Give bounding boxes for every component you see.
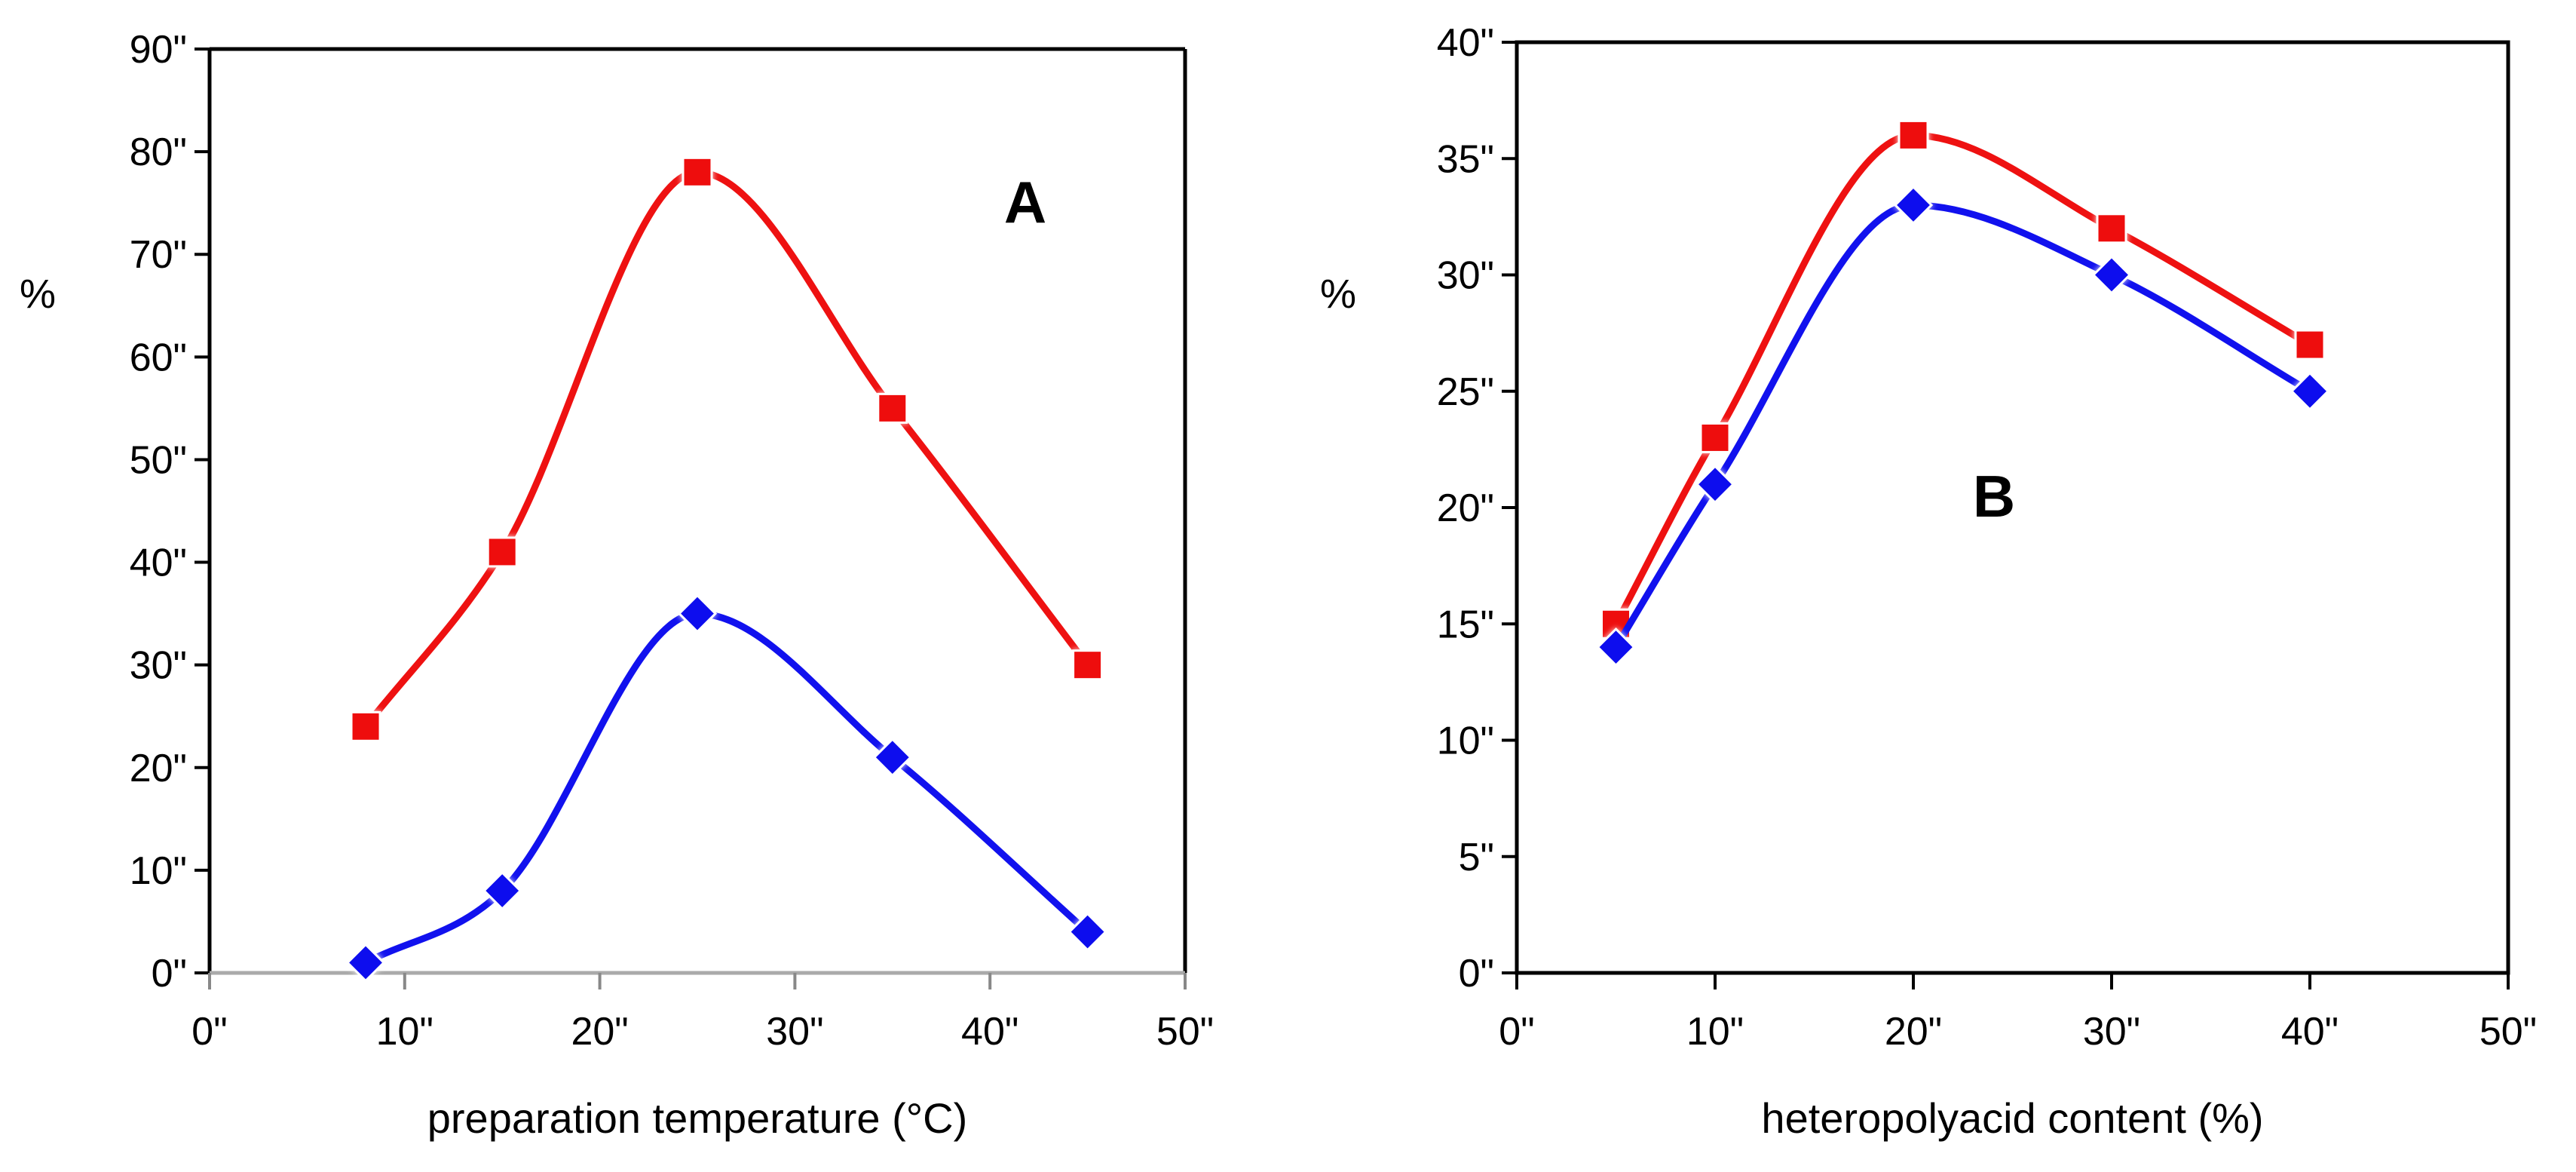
y-tick-label: 30"	[1437, 254, 1494, 298]
y-tick-label: 80"	[130, 130, 187, 174]
data-point-diamond	[2290, 371, 2330, 411]
data-point-diamond	[482, 870, 522, 911]
y-tick-label: 10"	[1437, 719, 1494, 763]
y-tick-label: 25"	[1437, 370, 1494, 414]
x-tick-label: 10"	[376, 1010, 433, 1054]
y-tick-label: 0"	[1459, 952, 1494, 996]
data-point-square	[350, 710, 381, 742]
y-tick-label: 20"	[1437, 486, 1494, 530]
series-red-squares	[1600, 119, 2326, 640]
data-point-diamond	[872, 738, 912, 778]
chart-panel-b: 0" 5" 10" 15" 20" 25" 30" 35" 40" 0" 10" 20" 30" 40" 5…	[1320, 21, 2537, 1142]
data-point-square	[682, 156, 713, 188]
data-point-square	[1898, 119, 1929, 151]
x-tick-label: 40"	[2281, 1010, 2339, 1054]
x-tick-label: 30"	[766, 1010, 823, 1054]
panel-label: B	[1973, 463, 2015, 529]
series-red-squares	[350, 156, 1104, 742]
data-point-diamond	[2091, 255, 2132, 295]
data-point-square	[1072, 649, 1104, 681]
data-point-square	[2096, 213, 2127, 244]
data-point-diamond	[1893, 185, 1934, 226]
x-tick-label: 0"	[191, 1010, 227, 1054]
x-tick-label: 50"	[1156, 1010, 1214, 1054]
x-axis-title: heteropolyacid content (%)	[1761, 1094, 2263, 1142]
y-tick-label: 10"	[130, 849, 187, 893]
x-tick-label: 10"	[1686, 1010, 1744, 1054]
y-tick-label: 5"	[1459, 836, 1494, 879]
y-tick-label: 40"	[1437, 21, 1494, 65]
x-tick-label: 20"	[571, 1010, 628, 1054]
y-tick-label: 15"	[1437, 603, 1494, 646]
series-blue-diamonds	[345, 594, 1107, 983]
x-axis-title: preparation temperature (°C)	[427, 1094, 968, 1142]
x-tick-label: 0"	[1499, 1010, 1534, 1054]
data-point-square	[1699, 422, 1731, 453]
data-point-square	[877, 392, 908, 424]
panel-label: A	[1004, 169, 1046, 235]
y-tick-label: 20"	[130, 747, 187, 790]
series-line	[362, 168, 1092, 730]
series-line	[362, 610, 1092, 966]
x-tick-label: 50"	[2480, 1010, 2537, 1054]
y-tick-label: 40"	[130, 542, 187, 585]
y-axis-title: %	[1320, 272, 1356, 317]
y-tick-label: 30"	[130, 644, 187, 688]
data-point-square	[2294, 329, 2326, 360]
data-point-diamond	[1067, 912, 1107, 952]
x-tick-label: 30"	[2083, 1010, 2140, 1054]
y-tick-label: 90"	[130, 28, 187, 72]
y-tick-label: 0"	[152, 952, 187, 996]
y-tick-label: 70"	[130, 233, 187, 277]
data-point-diamond	[1596, 627, 1636, 667]
y-tick-label: 50"	[130, 438, 187, 482]
data-point-square	[486, 536, 518, 568]
y-tick-label: 35"	[1437, 137, 1494, 181]
data-point-diamond	[1695, 465, 1735, 505]
y-axis-title: %	[20, 272, 56, 317]
x-tick-label: 40"	[961, 1010, 1018, 1054]
y-tick-label: 60"	[130, 336, 187, 379]
x-tick-label: 20"	[1885, 1010, 1942, 1054]
chart-panel-a: 0" 10" 20" 30" 40" 50" 60" 70" 80" 90" 0" 10" 20" 30"…	[20, 28, 1214, 1142]
data-point-diamond	[345, 943, 386, 983]
series-blue-diamonds	[1596, 185, 2330, 667]
data-point-diamond	[677, 594, 718, 634]
